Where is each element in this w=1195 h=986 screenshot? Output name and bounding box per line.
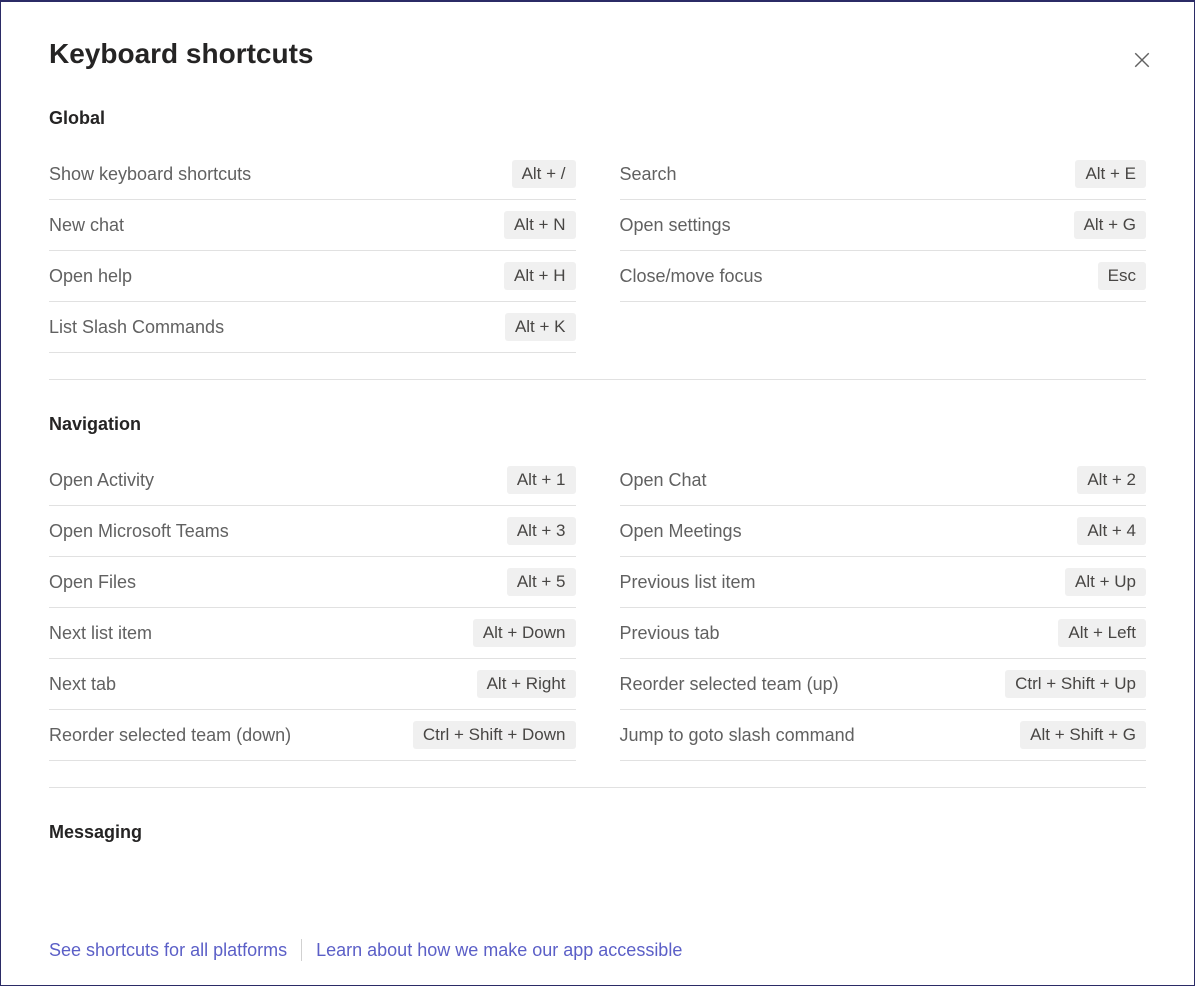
shortcut-key: Alt + / [512, 160, 576, 188]
shortcut-row: Jump to goto slash command Alt + Shift + … [620, 710, 1147, 761]
section-rows: Show keyboard shortcuts Alt + / Search Alt … [49, 149, 1146, 353]
shortcut-key: Alt + Left [1058, 619, 1146, 647]
shortcut-label: Open Files [49, 572, 136, 593]
shortcut-row: Next tab Alt + Right [49, 659, 576, 710]
shortcut-row: Open Chat Alt + 2 [620, 455, 1147, 506]
shortcut-row: Reorder selected team (down) Ctrl + Shift… [49, 710, 576, 761]
shortcut-key: Alt + Shift + G [1020, 721, 1146, 749]
shortcut-key: Alt + H [504, 262, 576, 290]
section-navigation: Navigation Open Activity Alt + 1 Open Chat A… [49, 414, 1146, 761]
shortcut-row: Reorder selected team (up) Ctrl + Shift +… [620, 659, 1147, 710]
shortcut-label: Show keyboard shortcuts [49, 164, 251, 185]
shortcut-key: Alt + 1 [507, 466, 576, 494]
shortcut-key: Alt + 2 [1077, 466, 1146, 494]
shortcut-row: Open Activity Alt + 1 [49, 455, 576, 506]
shortcut-label: New chat [49, 215, 124, 236]
shortcut-key: Alt + Down [473, 619, 576, 647]
shortcut-row: Open Microsoft Teams Alt + 3 [49, 506, 576, 557]
dialog-title: Keyboard shortcuts [49, 38, 314, 70]
shortcut-key: Alt + 3 [507, 517, 576, 545]
shortcut-key: Esc [1098, 262, 1146, 290]
shortcut-label: Open help [49, 266, 132, 287]
shortcut-key: Alt + Up [1065, 568, 1146, 596]
shortcut-row: List Slash Commands Alt + K [49, 302, 576, 353]
keyboard-shortcuts-dialog: Keyboard shortcuts Global Show keyboard s… [0, 0, 1195, 986]
shortcut-label: Open Activity [49, 470, 154, 491]
shortcut-row: Open help Alt + H [49, 251, 576, 302]
shortcut-label: Jump to goto slash command [620, 725, 855, 746]
shortcut-label: Close/move focus [620, 266, 763, 287]
shortcut-label: Next list item [49, 623, 152, 644]
section-messaging: Messaging [49, 822, 1146, 863]
dialog-footer: See shortcuts for all platforms Learn ab… [1, 921, 1194, 985]
shortcut-label: List Slash Commands [49, 317, 224, 338]
shortcut-label: Reorder selected team (down) [49, 725, 291, 746]
shortcut-label: Previous tab [620, 623, 720, 644]
shortcut-key: Alt + K [505, 313, 576, 341]
shortcut-row: Open Files Alt + 5 [49, 557, 576, 608]
shortcut-row: Previous tab Alt + Left [620, 608, 1147, 659]
shortcut-key: Alt + Right [477, 670, 576, 698]
footer-separator [301, 939, 302, 961]
shortcut-label: Open Meetings [620, 521, 742, 542]
shortcut-key: Ctrl + Shift + Down [413, 721, 576, 749]
shortcut-key: Alt + E [1075, 160, 1146, 188]
section-rows: Open ActivityAlt + 1Open ChatAlt + 2Open… [49, 455, 1146, 761]
shortcut-label: Reorder selected team (up) [620, 674, 839, 695]
shortcut-label: Open settings [620, 215, 731, 236]
accessibility-link[interactable]: Learn about how we make our app accessib… [316, 940, 682, 961]
shortcut-key: Alt + G [1074, 211, 1146, 239]
section-global: Global Show keyboard shortcuts Alt + / Sear… [49, 108, 1146, 353]
shortcut-row: New chat Alt + N [49, 200, 576, 251]
shortcut-row: Show keyboard shortcuts Alt + / [49, 149, 576, 200]
shortcut-label: Open Microsoft Teams [49, 521, 229, 542]
section-title: Global [49, 108, 1146, 129]
shortcuts-scroll-area[interactable]: Global Show keyboard shortcuts Alt + / Sear… [1, 72, 1194, 921]
shortcut-key: Alt + 5 [507, 568, 576, 596]
section-title: Navigation [49, 414, 1146, 435]
all-platforms-link[interactable]: See shortcuts for all platforms [49, 940, 287, 961]
close-icon [1133, 51, 1151, 69]
dialog-header: Keyboard shortcuts [1, 2, 1194, 72]
shortcut-label: Open Chat [620, 470, 707, 491]
shortcut-label: Previous list item [620, 572, 756, 593]
shortcut-label: Search [620, 164, 677, 185]
shortcut-key: Ctrl + Shift + Up [1005, 670, 1146, 698]
section-divider [49, 379, 1146, 380]
section-divider [49, 787, 1146, 788]
shortcut-key: Alt + N [504, 211, 576, 239]
section-title: Messaging [49, 822, 1146, 843]
shortcut-row: Close/move focus Esc [620, 251, 1147, 302]
shortcut-row: Open Meetings Alt + 4 [620, 506, 1147, 557]
shortcut-row: Next list item Alt + Down [49, 608, 576, 659]
shortcut-key: Alt + 4 [1077, 517, 1146, 545]
shortcut-row: Open settings Alt + G [620, 200, 1147, 251]
close-button[interactable] [1130, 48, 1154, 72]
shortcut-label: Next tab [49, 674, 116, 695]
shortcut-row: Previous list item Alt + Up [620, 557, 1147, 608]
shortcut-row: Search Alt + E [620, 149, 1147, 200]
